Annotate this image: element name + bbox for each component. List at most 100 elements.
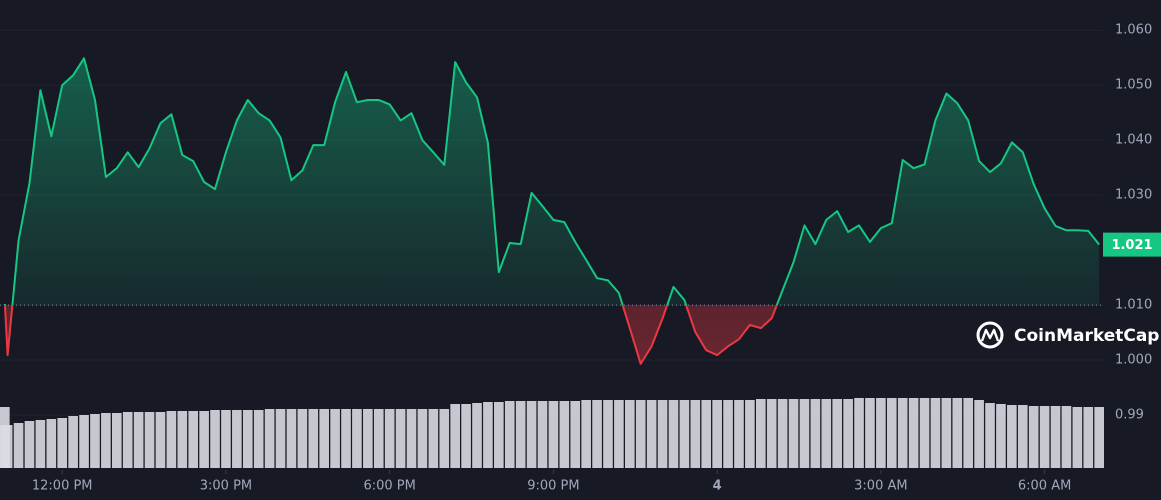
volume-bar <box>974 400 984 468</box>
volume-bar <box>166 411 177 468</box>
watermark-logo <box>976 321 1004 349</box>
volume-bar <box>766 399 777 468</box>
y-tick-label: 0.99 <box>1115 408 1144 423</box>
volume-bar <box>450 404 460 468</box>
volume-bar <box>111 413 122 468</box>
volume-bar <box>821 399 832 468</box>
volume-bar <box>275 409 286 468</box>
volume-bar <box>352 409 362 468</box>
volume-bar <box>876 398 886 468</box>
volume-bar <box>177 411 188 468</box>
volume-bar <box>515 401 526 468</box>
volume-bar <box>286 409 297 468</box>
volume-bar <box>919 398 930 468</box>
volume-bar <box>144 412 155 468</box>
volume-bar <box>264 409 275 468</box>
volume-bar <box>963 398 974 468</box>
watermark-logo-mark <box>980 328 1000 342</box>
volume-bar <box>723 400 733 468</box>
volume-bar <box>734 400 744 468</box>
volume-bar <box>122 412 133 468</box>
volume-bar <box>668 400 679 468</box>
volume-bars <box>0 398 1104 468</box>
volume-bar <box>799 399 810 468</box>
axes: 1.060 1.050 1.040 1.030 1.010 1.000 0.99 12:00 … <box>32 23 1161 494</box>
volume-bar <box>930 398 941 468</box>
volume-bar <box>625 400 635 468</box>
volume-bar <box>188 411 199 468</box>
volume-bar <box>712 400 722 468</box>
volume-bar <box>701 400 712 468</box>
volume-bar <box>483 402 493 468</box>
volume-bar <box>897 398 908 468</box>
volume-bar <box>581 400 591 468</box>
volume-bar <box>559 401 570 468</box>
volume-bar <box>537 401 548 468</box>
price-area <box>0 57 1103 365</box>
volume-bar <box>777 399 788 468</box>
volume-bar <box>439 409 450 468</box>
volume-bar <box>548 401 559 468</box>
volume-bar <box>308 409 319 468</box>
volume-bar <box>854 398 864 468</box>
volume-bar <box>68 416 78 468</box>
volume-bar <box>1094 407 1104 468</box>
volume-bar <box>570 401 581 468</box>
volume-bar <box>24 421 35 468</box>
x-tick-label: 3:00 AM <box>854 479 907 494</box>
volume-bar <box>843 399 853 468</box>
volume-bar <box>155 412 166 468</box>
volume-bar <box>1039 406 1050 468</box>
volume-bar <box>253 410 264 468</box>
volume-bar <box>319 409 330 468</box>
volume-bar <box>635 400 646 468</box>
volume-bar <box>297 409 308 468</box>
volume-bar <box>330 409 340 468</box>
x-tick-label: 4 <box>713 479 722 494</box>
x-tick-label: 6:00 AM <box>1018 479 1071 494</box>
volume-bar <box>395 409 406 468</box>
volume-bar <box>1083 407 1094 468</box>
volume-bar <box>657 400 668 468</box>
volume-bar <box>90 414 100 468</box>
volume-bar <box>1072 407 1083 468</box>
current-price-box <box>1103 232 1161 257</box>
volume-bar <box>46 419 57 468</box>
volume-bar <box>57 418 68 468</box>
volume-bar <box>985 403 995 468</box>
y-tick-label: 1.040 <box>1115 133 1152 148</box>
volume-bar <box>35 420 46 468</box>
x-tick-label: 9:00 PM <box>527 479 579 494</box>
volume-bar <box>603 400 613 468</box>
volume-bar <box>614 400 624 468</box>
volume-bar <box>592 400 602 468</box>
volume-bar <box>679 400 690 468</box>
volume-bar <box>952 398 963 468</box>
area-up <box>4 58 1100 306</box>
volume-bar <box>941 398 952 468</box>
volume-bar <box>494 402 504 468</box>
y-tick-label: 1.050 <box>1115 78 1152 93</box>
x-tick-label: 3:00 PM <box>200 479 252 494</box>
volume-bar <box>472 403 482 468</box>
volume-bar <box>221 410 231 468</box>
volume-bar <box>417 409 428 468</box>
volume-bar <box>755 399 766 468</box>
volume-bar <box>0 407 10 468</box>
watermark-text: CoinMarketCap <box>1014 326 1159 346</box>
price-line-up <box>3 57 1100 306</box>
current-price-label: 1.021 <box>1111 238 1152 253</box>
volume-bar <box>13 423 24 468</box>
volume-bar <box>810 399 821 468</box>
volume-bar <box>210 410 220 468</box>
volume-bar <box>373 409 384 468</box>
volume-bar <box>101 413 111 468</box>
volume-bar <box>865 398 875 468</box>
volume-bar <box>79 415 89 468</box>
volume-bar <box>428 409 439 468</box>
volume-bar <box>461 404 471 468</box>
volume-bar <box>996 404 1006 468</box>
volume-bar <box>1017 405 1028 468</box>
